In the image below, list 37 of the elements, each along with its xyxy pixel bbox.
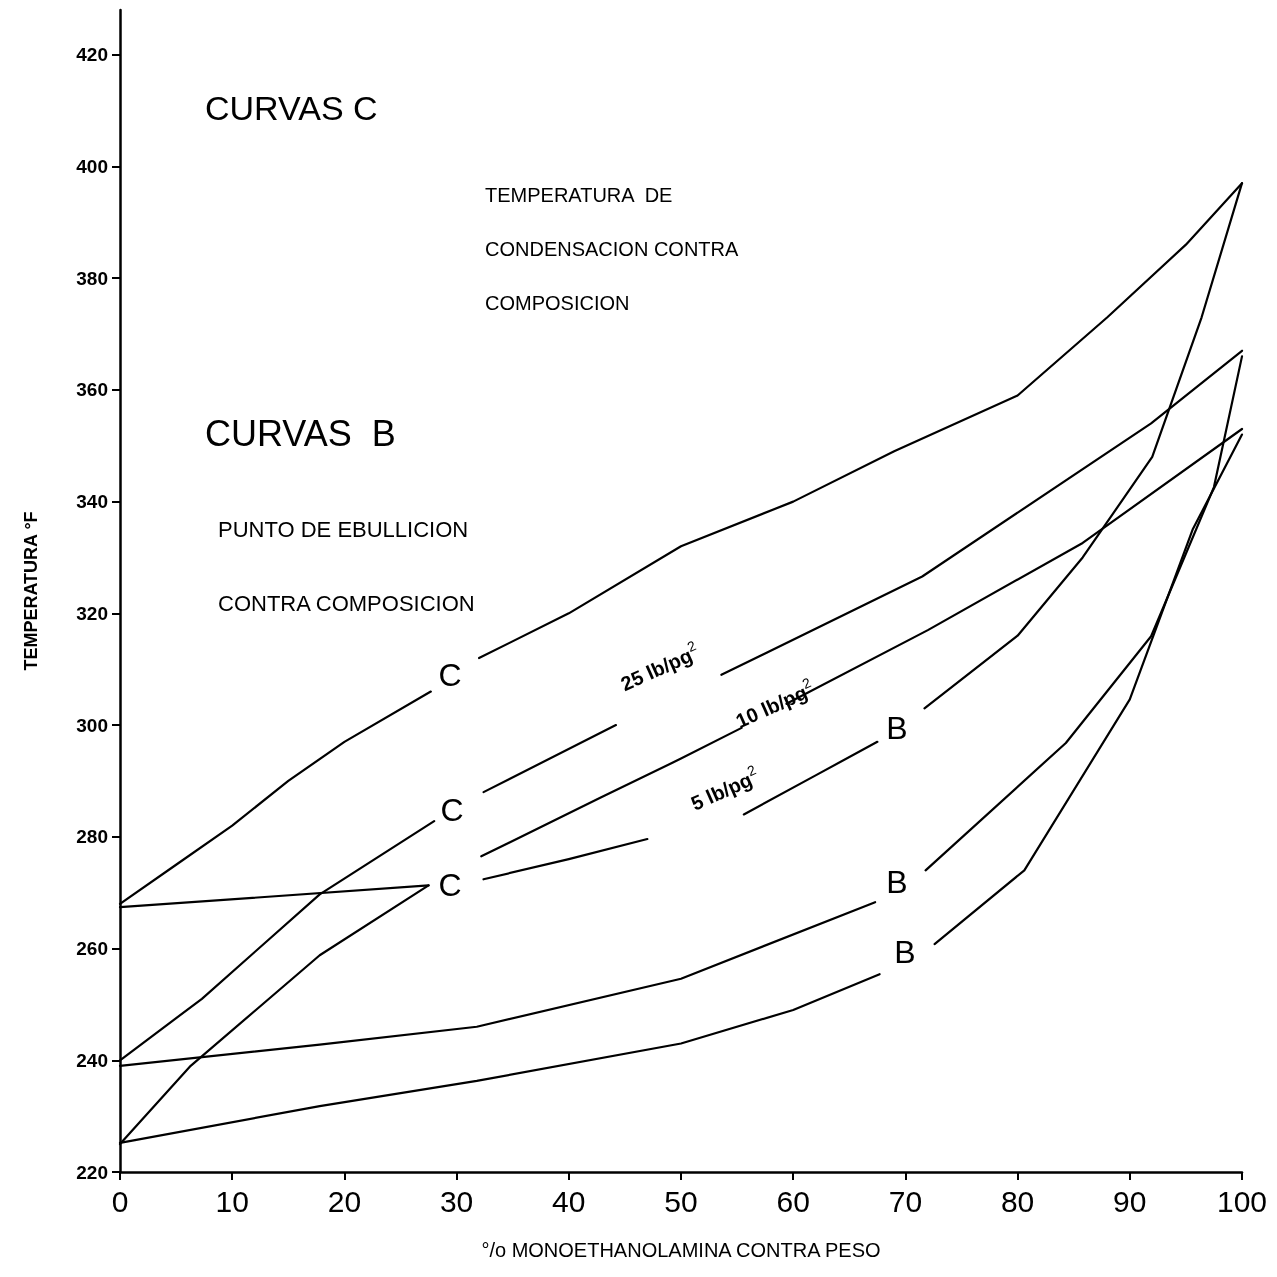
x-tick-label: 0 bbox=[111, 1184, 129, 1218]
y-tick-label: 220 bbox=[76, 1161, 108, 1183]
y-tick-label: 420 bbox=[76, 44, 108, 66]
annotation: C bbox=[438, 867, 462, 903]
y-tick-label: 380 bbox=[76, 267, 108, 289]
y-tick-label: 320 bbox=[76, 602, 108, 624]
x-tick-label: 30 bbox=[439, 1184, 474, 1218]
x-tick-label: 80 bbox=[1000, 1184, 1035, 1218]
y-tick-label: 280 bbox=[76, 826, 108, 848]
annotation: CURVAS C bbox=[205, 89, 378, 128]
x-tick-label: 40 bbox=[552, 1184, 586, 1218]
y-tick-label: 360 bbox=[76, 379, 108, 401]
x-tick-label: 90 bbox=[1113, 1184, 1147, 1218]
text: TEMPERATURA DE CONDENSACION CONTRA COMPOSICION bbox=[485, 184, 738, 314]
y-axis-title: TEMPERATURA °F bbox=[21, 511, 41, 671]
x-axis-title: °/o MONOETHANOLAMINA CONTRA PESO bbox=[481, 1239, 881, 1261]
y-tick-label: 300 bbox=[76, 714, 108, 736]
annotation: C bbox=[438, 657, 462, 693]
annotation: CURVAS B bbox=[205, 413, 396, 455]
x-tick-label: 60 bbox=[776, 1184, 810, 1218]
y-tick-label: 400 bbox=[76, 155, 108, 177]
x-tick-label: 10 bbox=[215, 1184, 249, 1218]
x-tick-label: 20 bbox=[327, 1184, 362, 1218]
annotation: 25 lb/pg2 bbox=[617, 637, 699, 696]
x-tick-label: 50 bbox=[664, 1184, 698, 1218]
y-tick-label: 260 bbox=[76, 938, 108, 960]
annotation: B bbox=[886, 864, 908, 900]
annotation: C bbox=[440, 792, 464, 828]
annotation: B bbox=[894, 934, 916, 970]
x-tick-label: 70 bbox=[888, 1184, 923, 1218]
x-tick-label: 100 bbox=[1216, 1184, 1268, 1218]
annotation: 10 lb/pg2 bbox=[732, 674, 814, 733]
text: PUNTO DE EBULLICION CONTRA COMPOSICION bbox=[218, 516, 475, 616]
annotation: B bbox=[886, 710, 908, 746]
annotation: 5 lb/pg2 bbox=[687, 761, 759, 815]
y-tick-label: 340 bbox=[76, 491, 108, 513]
y-tick-label: 240 bbox=[76, 1049, 108, 1071]
